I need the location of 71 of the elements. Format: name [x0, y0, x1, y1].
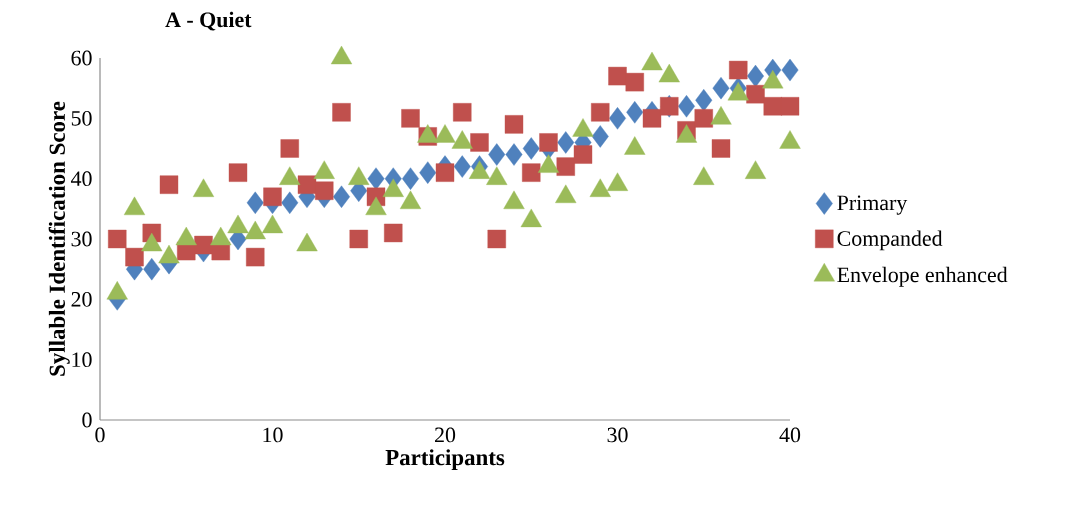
point	[332, 103, 351, 122]
y-tick-label: 20	[71, 291, 92, 307]
point	[711, 139, 731, 158]
point	[401, 109, 420, 128]
point	[280, 139, 299, 158]
y-tick-label: 10	[72, 352, 92, 368]
point	[642, 109, 662, 128]
point	[729, 60, 748, 80]
point	[194, 235, 213, 255]
point	[573, 145, 593, 164]
point	[625, 72, 644, 92]
point	[159, 175, 179, 194]
point	[108, 229, 127, 249]
x-tick-label: 10	[263, 427, 283, 443]
point	[505, 143, 523, 166]
y-tick-label: 30	[71, 231, 92, 247]
legend-label: Companded	[837, 230, 943, 251]
point	[419, 161, 437, 184]
point	[384, 223, 403, 243]
point	[470, 133, 489, 152]
point	[402, 167, 419, 190]
point	[367, 167, 385, 190]
point	[487, 229, 506, 249]
point	[694, 109, 713, 128]
y-axis-title: Syllable Identification Score	[48, 101, 70, 376]
point	[522, 163, 541, 182]
point	[143, 257, 161, 281]
point	[333, 185, 350, 208]
point	[746, 85, 765, 104]
point	[453, 103, 472, 122]
point	[608, 66, 627, 86]
point	[539, 133, 558, 152]
point	[246, 191, 264, 214]
point	[488, 143, 506, 166]
point	[453, 155, 471, 178]
point	[626, 101, 644, 124]
point	[297, 175, 317, 194]
point	[780, 97, 800, 116]
x-axis-title: Participants	[385, 449, 505, 470]
legend-label: Envelope enhanced	[837, 266, 1008, 287]
y-tick-label: 40	[70, 171, 92, 187]
point	[435, 163, 455, 182]
point	[763, 97, 782, 116]
point	[747, 64, 764, 88]
point	[591, 125, 609, 148]
legend-label: Primary	[837, 195, 908, 215]
point	[349, 229, 368, 249]
y-tick-label: 0	[82, 412, 92, 428]
point	[228, 163, 248, 182]
point	[557, 131, 575, 154]
point	[522, 137, 540, 160]
point	[609, 107, 626, 130]
y-tick-label: 60	[71, 50, 92, 66]
point	[315, 181, 334, 200]
x-tick-label: 40	[779, 427, 801, 443]
point	[125, 247, 144, 267]
x-tick-label: 0	[95, 427, 105, 443]
point	[263, 187, 282, 206]
chart-title: A - Quiet	[165, 11, 252, 31]
point	[678, 95, 695, 118]
point	[695, 89, 713, 112]
point	[556, 157, 575, 176]
point	[246, 247, 265, 267]
y-tick-label: 50	[71, 110, 92, 126]
point	[591, 103, 610, 122]
x-tick-label: 20	[435, 427, 456, 443]
point	[712, 76, 730, 100]
point	[781, 58, 799, 82]
point	[281, 191, 299, 214]
x-tick-label: 30	[607, 427, 628, 443]
point	[504, 115, 524, 134]
